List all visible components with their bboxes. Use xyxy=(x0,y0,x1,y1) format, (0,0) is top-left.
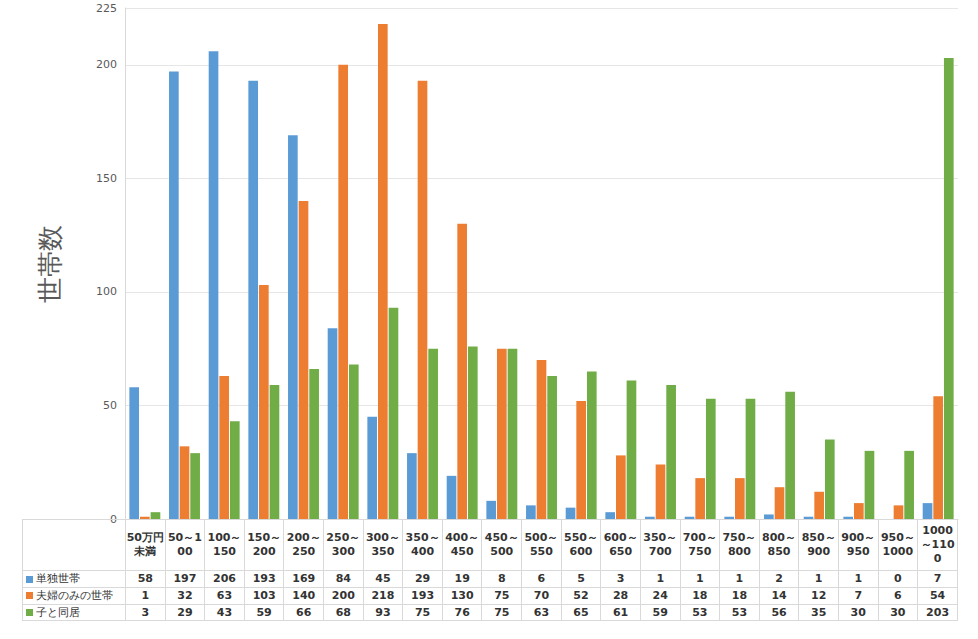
html-text:400～450: 400～450 xyxy=(445,531,480,558)
html-text:93: 93 xyxy=(375,605,391,619)
html-text:197: 197 xyxy=(173,572,197,585)
html-text:193: 193 xyxy=(411,588,434,602)
html-text:100～150: 100～150 xyxy=(207,531,242,558)
html-text:2: 2 xyxy=(775,572,783,585)
html-text:203: 203 xyxy=(926,605,950,619)
html-text:5: 5 xyxy=(577,572,585,585)
html-text:66: 66 xyxy=(296,605,312,619)
html-text:6: 6 xyxy=(894,588,902,602)
html-text:12: 12 xyxy=(811,588,827,602)
html-text:850～900: 850～900 xyxy=(801,531,836,558)
html-text:50万円未満: 50万円未満 xyxy=(126,531,164,558)
html-text:59: 59 xyxy=(652,605,668,619)
html-text:70: 70 xyxy=(533,588,549,602)
html-text:700～750: 700～750 xyxy=(682,531,717,558)
html-text:61: 61 xyxy=(613,605,629,619)
html-text:30: 30 xyxy=(850,605,866,619)
html-text:350～700: 350～700 xyxy=(643,531,678,558)
html-text:6: 6 xyxy=(537,572,546,585)
html-text:18: 18 xyxy=(731,588,748,602)
html-text:1: 1 xyxy=(854,572,863,585)
svg-text:0: 0 xyxy=(110,512,117,526)
html-text:750～800: 750～800 xyxy=(722,531,757,558)
html-text:45: 45 xyxy=(375,572,391,585)
html-text:150～200: 150～200 xyxy=(247,531,282,558)
html-text:84: 84 xyxy=(335,572,351,585)
html-text:75: 75 xyxy=(414,605,431,619)
html-text:218: 218 xyxy=(371,588,395,602)
html-text:140: 140 xyxy=(292,588,316,602)
html-text:52: 52 xyxy=(573,588,589,602)
html-text:200: 200 xyxy=(331,588,355,602)
html-text:600～650: 600～650 xyxy=(603,531,638,558)
html-text:59: 59 xyxy=(256,605,272,619)
html-text:8: 8 xyxy=(498,572,506,585)
html-text:54: 54 xyxy=(929,588,946,602)
svg-text:150: 150 xyxy=(96,172,117,185)
html-text:450～500: 450～500 xyxy=(484,531,519,558)
html-text:29: 29 xyxy=(177,605,193,619)
html-text:56: 56 xyxy=(771,605,787,619)
html-text:7: 7 xyxy=(854,588,863,602)
html-text:250～300: 250～300 xyxy=(326,531,361,558)
html-text:130: 130 xyxy=(450,588,474,602)
svg-text:世帯数: 世帯数 xyxy=(35,225,65,303)
html-text:24: 24 xyxy=(652,588,668,602)
html-text:76: 76 xyxy=(454,605,470,619)
html-text:300～350: 300～350 xyxy=(366,531,400,558)
html-text:0: 0 xyxy=(894,572,902,585)
html-text:子と同居: 子と同居 xyxy=(36,605,80,619)
html-text:1: 1 xyxy=(735,572,744,585)
html-text:193: 193 xyxy=(252,572,276,585)
html-text:3: 3 xyxy=(616,572,625,585)
html-text:35: 35 xyxy=(811,605,827,619)
html-text:206: 206 xyxy=(213,572,236,585)
html-text:単独世帯: 単独世帯 xyxy=(36,572,80,585)
svg-text:200: 200 xyxy=(96,58,117,71)
html-text:50～100: 50～100 xyxy=(167,531,202,558)
html-text:3: 3 xyxy=(141,605,150,619)
html-text:550～600: 550～600 xyxy=(564,531,598,558)
svg-text:225: 225 xyxy=(96,2,117,15)
html-text:18: 18 xyxy=(692,588,708,602)
html-text:58: 58 xyxy=(137,572,153,585)
html-text:65: 65 xyxy=(573,605,589,619)
html-text:32: 32 xyxy=(177,588,193,602)
html-text:900～950: 900～950 xyxy=(841,531,876,558)
html-text:7: 7 xyxy=(933,572,942,585)
html-text:75: 75 xyxy=(494,588,510,602)
html-text:200～250: 200～250 xyxy=(286,531,321,558)
svg-text:100: 100 xyxy=(96,285,117,298)
html-text:夫婦のみの世帯: 夫婦のみの世帯 xyxy=(36,588,113,602)
html-text:43: 43 xyxy=(216,605,233,619)
html-text:29: 29 xyxy=(414,572,431,585)
html-text:800～850: 800～850 xyxy=(762,531,796,558)
html-text:63: 63 xyxy=(216,588,233,602)
html-text:1: 1 xyxy=(696,572,704,585)
html-text:1: 1 xyxy=(814,572,823,585)
html-text:75: 75 xyxy=(494,605,510,619)
html-text:28: 28 xyxy=(613,588,629,602)
html-text:14: 14 xyxy=(771,588,787,602)
html-text:63: 63 xyxy=(533,605,549,619)
html-text:1: 1 xyxy=(141,588,150,602)
html-text:950～1000: 950～1000 xyxy=(880,531,915,558)
html-text:350～400: 350～400 xyxy=(405,531,440,558)
html-text:68: 68 xyxy=(335,605,351,619)
html-text:53: 53 xyxy=(731,605,748,619)
svg-text:50: 50 xyxy=(103,399,117,412)
html-text:30: 30 xyxy=(890,605,906,619)
html-text:1000～1100: 1000～1100 xyxy=(920,524,955,565)
html-text:53: 53 xyxy=(692,605,708,619)
html-text:19: 19 xyxy=(454,572,470,585)
html-text:1: 1 xyxy=(656,572,664,585)
html-text:103: 103 xyxy=(252,588,276,602)
html-text:169: 169 xyxy=(292,572,316,585)
html-text:500～550: 500～550 xyxy=(524,531,559,558)
